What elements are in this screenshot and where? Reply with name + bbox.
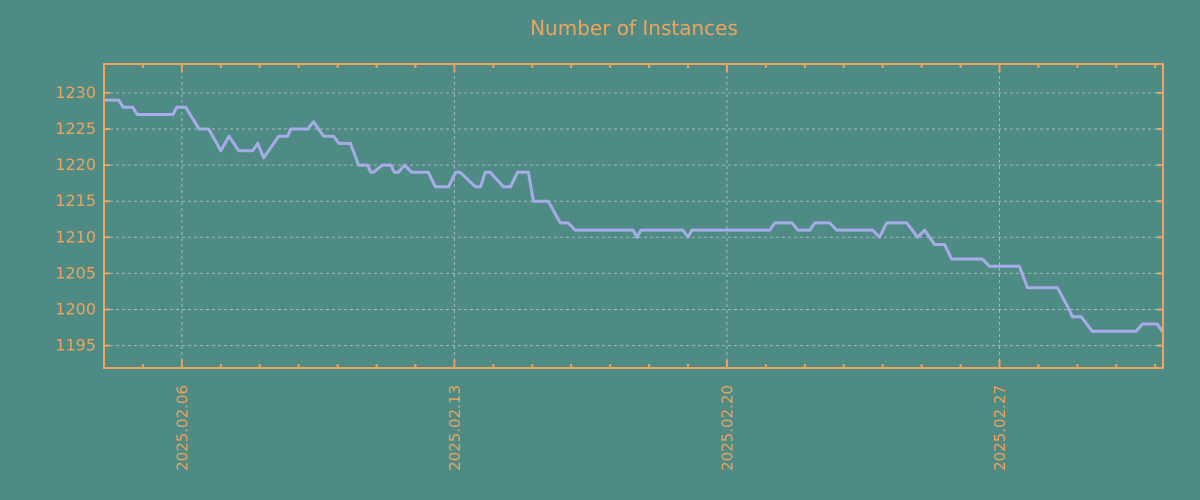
plot-border [103, 63, 1164, 369]
x-tick-label: 2025.02.27 [991, 385, 1009, 471]
x-tick-label: 2025.02.13 [446, 385, 464, 471]
y-tick-label: 1220 [55, 155, 96, 174]
y-tick-label: 1195 [55, 336, 96, 355]
y-tick-label: 1215 [55, 191, 96, 210]
y-tick-label: 1210 [55, 227, 96, 246]
x-tick-label: 2025.02.20 [718, 385, 736, 471]
x-tick-label: 2025.02.06 [173, 385, 191, 471]
y-tick-label: 1205 [55, 263, 96, 282]
y-tick-label: 1230 [55, 83, 96, 102]
y-tick-label: 1225 [55, 119, 96, 138]
y-tick-label: 1200 [55, 300, 96, 319]
series-line [103, 98, 1164, 333]
